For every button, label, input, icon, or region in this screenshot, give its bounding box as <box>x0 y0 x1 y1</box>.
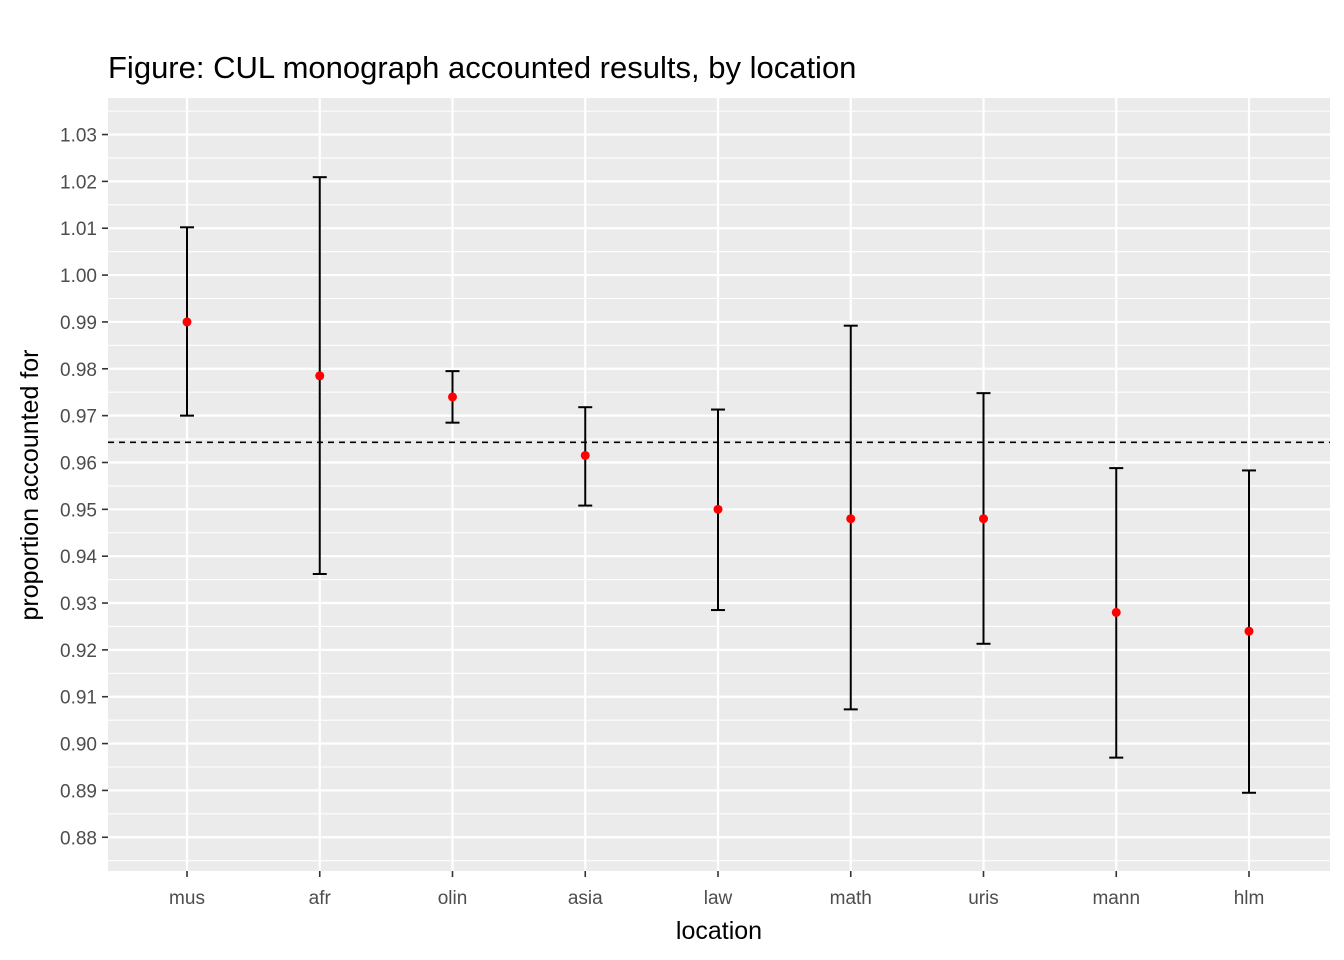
x-tick-label-asia: asia <box>568 888 603 909</box>
x-tick-label-law: law <box>704 888 733 909</box>
estimate-points <box>182 317 1254 636</box>
y-tick-label: 0.96 <box>60 453 97 474</box>
y-tick-label: 1.03 <box>60 126 97 147</box>
y-tick-label: 0.98 <box>60 360 97 381</box>
x-tick-label-math: math <box>830 888 872 909</box>
x-tick-label-afr: afr <box>309 888 332 909</box>
y-tick-label: 0.99 <box>60 313 97 334</box>
y-tick-label: 0.93 <box>60 594 97 615</box>
y-tick-label: 0.97 <box>60 407 97 428</box>
point-mann <box>1111 607 1121 617</box>
point-mus <box>182 317 192 327</box>
y-tick-label: 1.01 <box>60 219 97 240</box>
x-tick-label-mus: mus <box>169 888 205 909</box>
y-tick-label: 1.00 <box>60 266 97 287</box>
y-tick-label: 0.91 <box>60 688 97 709</box>
y-tick-label: 0.92 <box>60 641 97 662</box>
y-tick-label: 0.88 <box>60 828 97 849</box>
y-axis-ticks: 0.88 0.89 0.90 0.91 0.92 0.93 0.94 0.95 0.96 0.97… <box>60 126 108 849</box>
x-axis-ticks: mus afr olin asia law math uris mann hlm <box>169 871 1264 909</box>
y-tick-label: 1.02 <box>60 172 97 193</box>
x-tick-label-hlm: hlm <box>1234 888 1265 909</box>
chart-title: Figure: CUL monograph accounted results,… <box>108 50 856 85</box>
x-tick-label-olin: olin <box>438 888 468 909</box>
y-tick-label: 0.89 <box>60 781 97 802</box>
point-asia <box>580 450 590 460</box>
x-tick-label-mann: mann <box>1092 888 1140 909</box>
point-afr <box>315 371 325 381</box>
y-tick-label: 0.90 <box>60 735 97 756</box>
point-math <box>846 514 856 524</box>
point-olin <box>448 392 457 402</box>
point-hlm <box>1244 626 1254 636</box>
y-tick-label: 0.95 <box>60 500 97 521</box>
point-uris <box>979 514 988 524</box>
x-axis-title: location <box>676 917 762 945</box>
y-tick-label: 0.94 <box>60 547 97 568</box>
y-axis-title: proportion accounted for <box>16 349 44 620</box>
x-tick-label-uris: uris <box>968 888 999 909</box>
point-law <box>713 504 723 514</box>
